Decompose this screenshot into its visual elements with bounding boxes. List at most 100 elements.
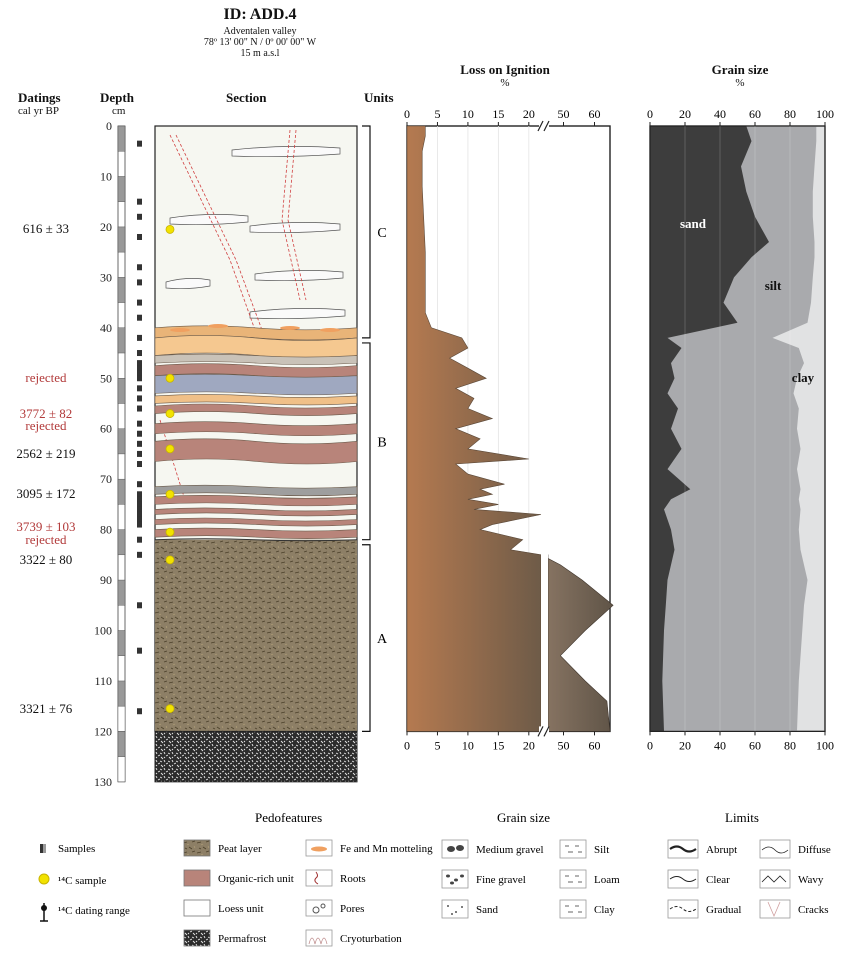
section-layer (155, 374, 357, 395)
legend-samples-label: Samples (58, 843, 95, 855)
unit-bracket (362, 343, 370, 540)
grain-area-label: clay (792, 370, 815, 385)
grain-tick-label: 80 (784, 738, 796, 752)
depth-tick-label: 70 (100, 472, 112, 486)
sample-marker (137, 522, 142, 528)
unit-label: A (377, 632, 388, 647)
c14-sample-marker (166, 374, 174, 382)
pedofeature-label: Organic-rich unit (218, 873, 294, 885)
sample-marker (137, 708, 142, 714)
sample-marker (137, 537, 142, 543)
sand-mark (451, 913, 453, 915)
sample-marker (137, 375, 142, 381)
sand-mark (461, 906, 463, 908)
pores-icon (306, 900, 332, 916)
c14-sample-marker (166, 528, 174, 536)
pedofeature-label: Roots (340, 873, 366, 885)
grain-tick-label: 0 (647, 738, 653, 752)
limit-legend-label: Abrupt (706, 844, 737, 856)
sample-marker (137, 141, 142, 147)
mottle-mark (320, 328, 340, 332)
gravel-mark (456, 845, 464, 851)
legend-c14-label: ¹⁴C sample (58, 875, 106, 887)
loi-tick-label: 15 (492, 107, 504, 121)
permafrost-layer (155, 731, 357, 781)
gravel-mark (446, 875, 450, 878)
legend: Samples ¹⁴C sample ¹⁴C dating range Pedo… (0, 800, 841, 954)
legend-grain-title: Grain size (497, 810, 550, 825)
grain-tick-label: 60 (749, 738, 761, 752)
grain-swatch (442, 900, 468, 918)
legend-samples: Samples (40, 843, 95, 855)
gravel-mark (447, 846, 455, 852)
mottle-mark (208, 324, 228, 328)
depth-tick-label: 90 (100, 573, 112, 587)
sample-marker (137, 461, 142, 467)
limit-swatch (760, 840, 790, 858)
pedofeature-swatch (184, 930, 210, 946)
pedofeature-swatch (184, 870, 210, 886)
loi-tick-label: 0 (404, 738, 410, 752)
limit-legend-label: Diffuse (798, 844, 831, 856)
unit-label: C (377, 226, 386, 241)
sample-marker (137, 335, 142, 341)
depth-tick-label: 40 (100, 321, 112, 335)
peat-layer (155, 540, 357, 732)
gravel-mark (454, 879, 458, 882)
depth-tick-label: 110 (94, 674, 112, 688)
root-icon (306, 870, 332, 886)
sample-marker (137, 648, 142, 654)
limit-legend-label: Clear (706, 874, 730, 886)
sample-marker (137, 300, 142, 306)
c14-sample-marker (166, 225, 174, 233)
unit-bracket (362, 545, 370, 732)
grain-legend-label: Loam (594, 874, 620, 886)
grain-swatch (560, 840, 586, 858)
loi-tick-label: 5 (434, 107, 440, 121)
limit-legend-label: Gradual (706, 904, 741, 916)
pedofeature-swatch (184, 840, 210, 856)
gravel-mark (460, 875, 464, 878)
depth-tick-label: 100 (94, 624, 112, 638)
section-column (155, 126, 357, 782)
loi-tick-label: 20 (523, 738, 535, 752)
sample-marker (137, 279, 142, 285)
pedofeature-label: Cryoturbation (340, 933, 402, 945)
limit-legend-label: Cracks (798, 904, 829, 916)
depth-tick-label: 10 (100, 169, 112, 183)
grain-tick-label: 100 (816, 738, 834, 752)
grain-swatch (560, 870, 586, 888)
limit-swatch (668, 900, 698, 918)
grain-area-label: sand (680, 216, 707, 231)
sample-marker (137, 234, 142, 240)
grain-swatch (560, 900, 586, 918)
loi-tick-label: 60 (589, 738, 601, 752)
grain-legend-label: Fine gravel (476, 874, 526, 886)
sample-marker (137, 441, 142, 447)
grain-tick-label: 100 (816, 107, 834, 121)
mottle-mark (311, 847, 327, 852)
pedofeature-label: Peat layer (218, 843, 262, 855)
grain-tick-label: 80 (784, 107, 796, 121)
depth-tick-label: 30 (100, 270, 112, 284)
loi-tick-label: 15 (492, 738, 504, 752)
grain-tick-label: 60 (749, 107, 761, 121)
sample-marker (137, 431, 142, 437)
cryoturbation-icon (306, 930, 332, 946)
grain-legend-label: Silt (594, 844, 609, 856)
legend-range: ¹⁴C dating range (40, 903, 130, 921)
sample-marker (137, 421, 142, 427)
sample-marker (137, 385, 142, 391)
sample-marker (137, 264, 142, 270)
depth-tick-label: 80 (100, 523, 112, 537)
limit-legend-label: Wavy (798, 874, 824, 886)
depth-tick-label: 0 (106, 119, 112, 133)
legend-range-label: ¹⁴C dating range (58, 905, 130, 917)
unit-bracket (362, 126, 370, 338)
pedofeature-label: Loess unit (218, 903, 264, 915)
unit-label: B (377, 435, 386, 450)
c14-sample-marker (166, 556, 174, 564)
mottle-mark (170, 328, 190, 332)
loi-tick-label: 50 (558, 107, 570, 121)
limit-swatch (760, 900, 790, 918)
